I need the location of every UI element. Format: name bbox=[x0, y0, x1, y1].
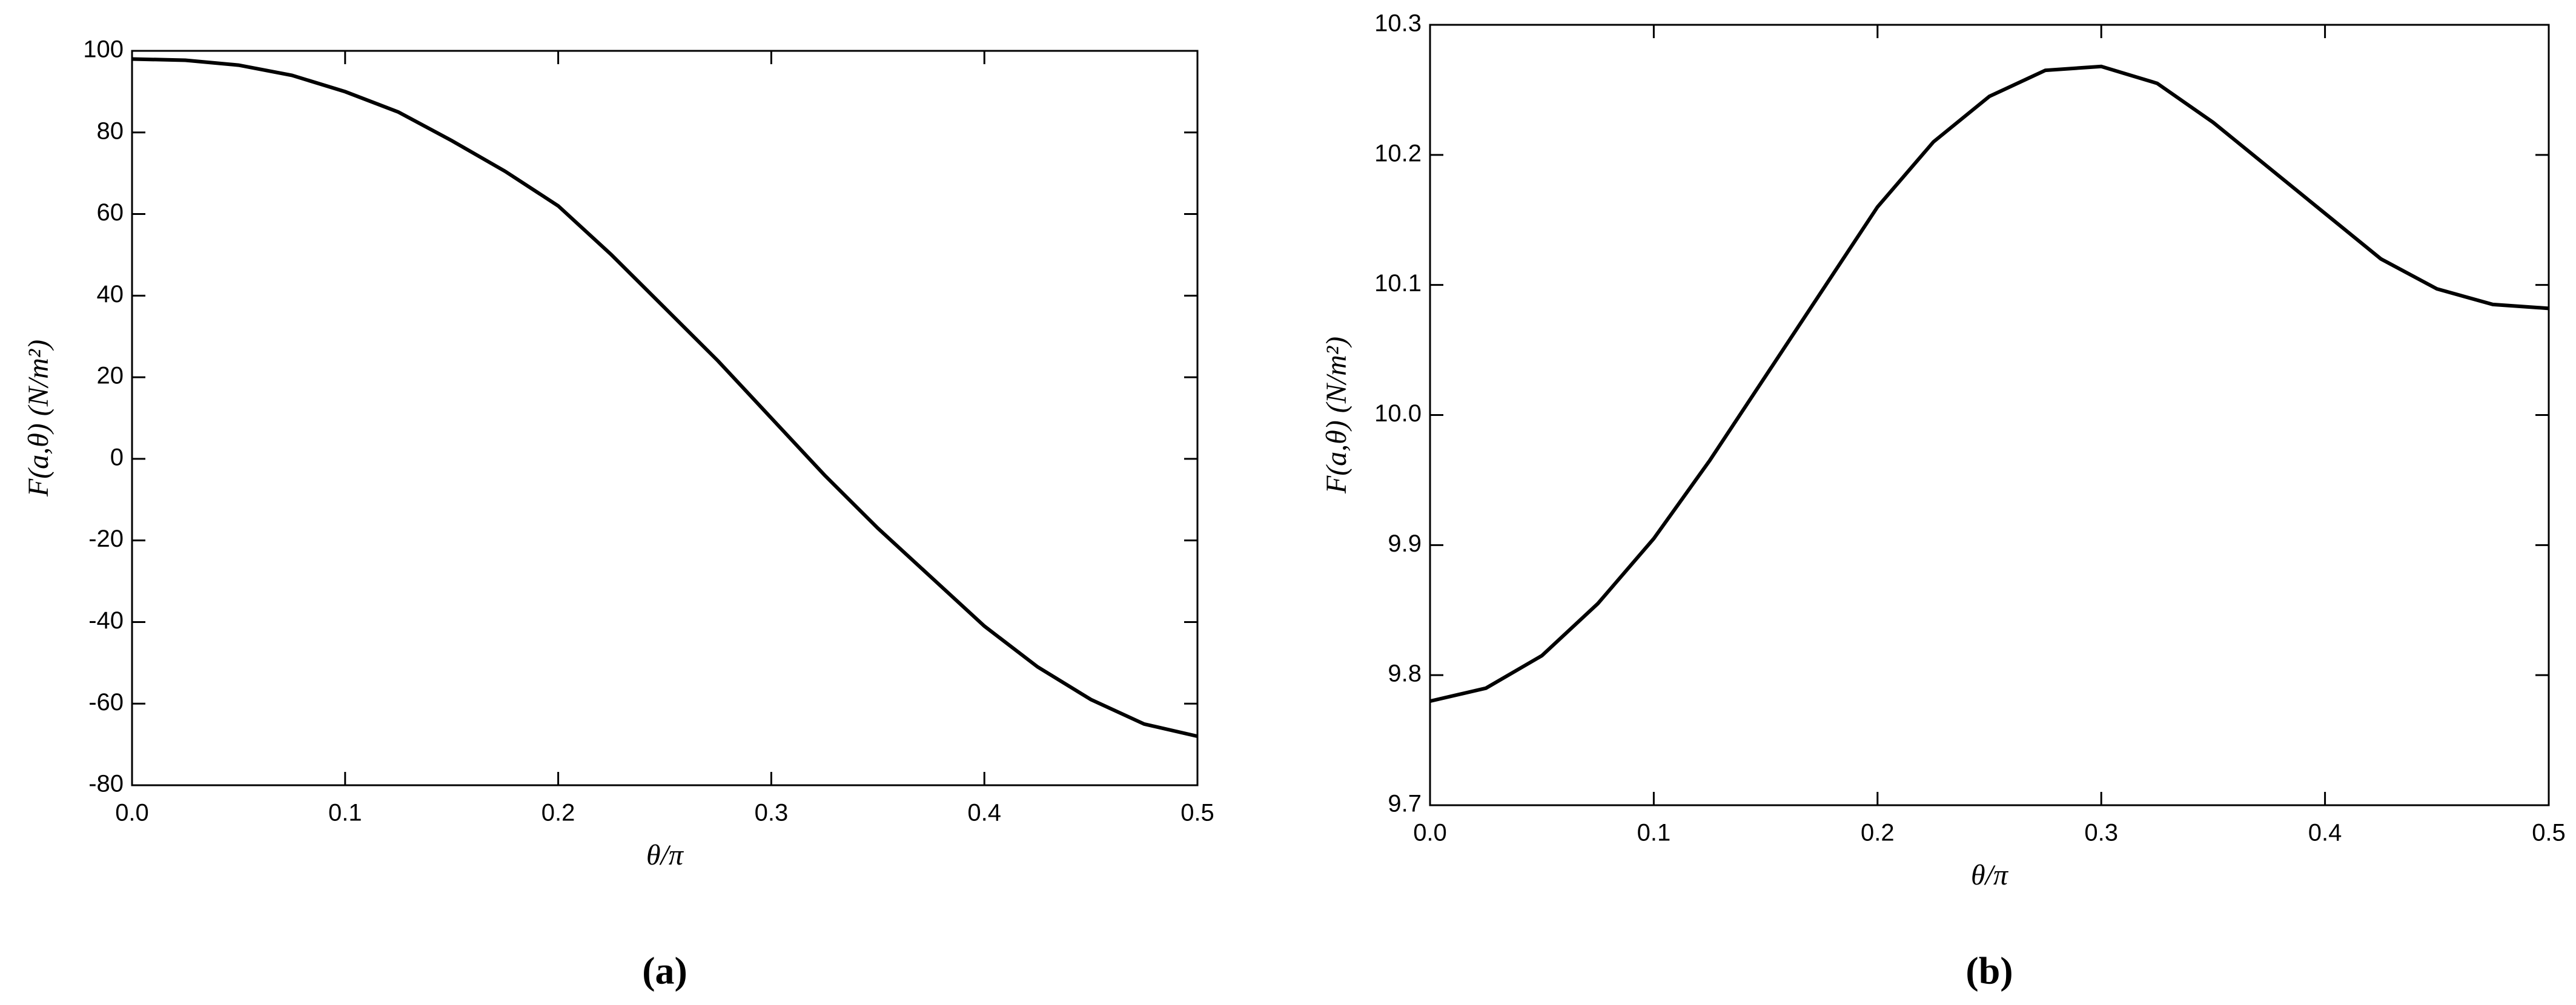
x-tick-label: 0.3 bbox=[2084, 820, 2118, 846]
x-axis-label: θ/π bbox=[646, 839, 684, 871]
x-tick-label: 0.3 bbox=[755, 800, 789, 826]
y-axis-label: F(a,θ) (N/m²) bbox=[22, 340, 55, 497]
plot-frame bbox=[1429, 24, 2550, 806]
y-tick-label: -60 bbox=[88, 689, 124, 716]
y-tick-label: 60 bbox=[97, 199, 124, 226]
x-tick-label: 0.4 bbox=[2308, 820, 2342, 846]
y-tick-label: 0 bbox=[110, 444, 124, 470]
y-tick-label: 40 bbox=[97, 281, 124, 308]
caption: (b) bbox=[1965, 949, 2013, 992]
x-tick-label: 0.2 bbox=[541, 800, 575, 826]
y-tick-label: 80 bbox=[97, 117, 124, 144]
x-tick-label: 0.5 bbox=[2532, 820, 2566, 846]
x-tick-label: 0.1 bbox=[1637, 820, 1671, 846]
y-axis-label: F(a,θ) (N/m²) bbox=[1320, 337, 1353, 494]
x-tick-label: 0.0 bbox=[115, 800, 149, 826]
y-tick-label: 100 bbox=[83, 36, 124, 63]
y-tick-label: 10.1 bbox=[1374, 270, 1422, 297]
y-tick-label: 10.0 bbox=[1374, 400, 1422, 427]
x-tick-label: 0.0 bbox=[1413, 820, 1447, 846]
y-tick-label: 9.9 bbox=[1388, 530, 1422, 557]
y-tick-label: -20 bbox=[88, 526, 124, 552]
x-tick-label: 0.2 bbox=[1861, 820, 1895, 846]
x-axis-label: θ/π bbox=[1971, 859, 2009, 891]
y-tick-label: 9.7 bbox=[1388, 791, 1422, 817]
x-tick-label: 0.4 bbox=[967, 800, 1001, 826]
y-tick-label: 9.8 bbox=[1388, 661, 1422, 687]
plot-frame bbox=[131, 50, 1199, 786]
caption: (a) bbox=[642, 949, 687, 992]
y-tick-label: 20 bbox=[97, 363, 124, 389]
y-tick-label: 10.3 bbox=[1374, 10, 1422, 37]
x-tick-label: 0.1 bbox=[328, 800, 362, 826]
y-tick-label: -80 bbox=[88, 771, 124, 797]
y-tick-label: -40 bbox=[88, 607, 124, 634]
x-tick-label: 0.5 bbox=[1180, 800, 1214, 826]
y-tick-label: 10.2 bbox=[1374, 140, 1422, 166]
curve bbox=[1429, 64, 2549, 704]
curve bbox=[131, 57, 1198, 739]
